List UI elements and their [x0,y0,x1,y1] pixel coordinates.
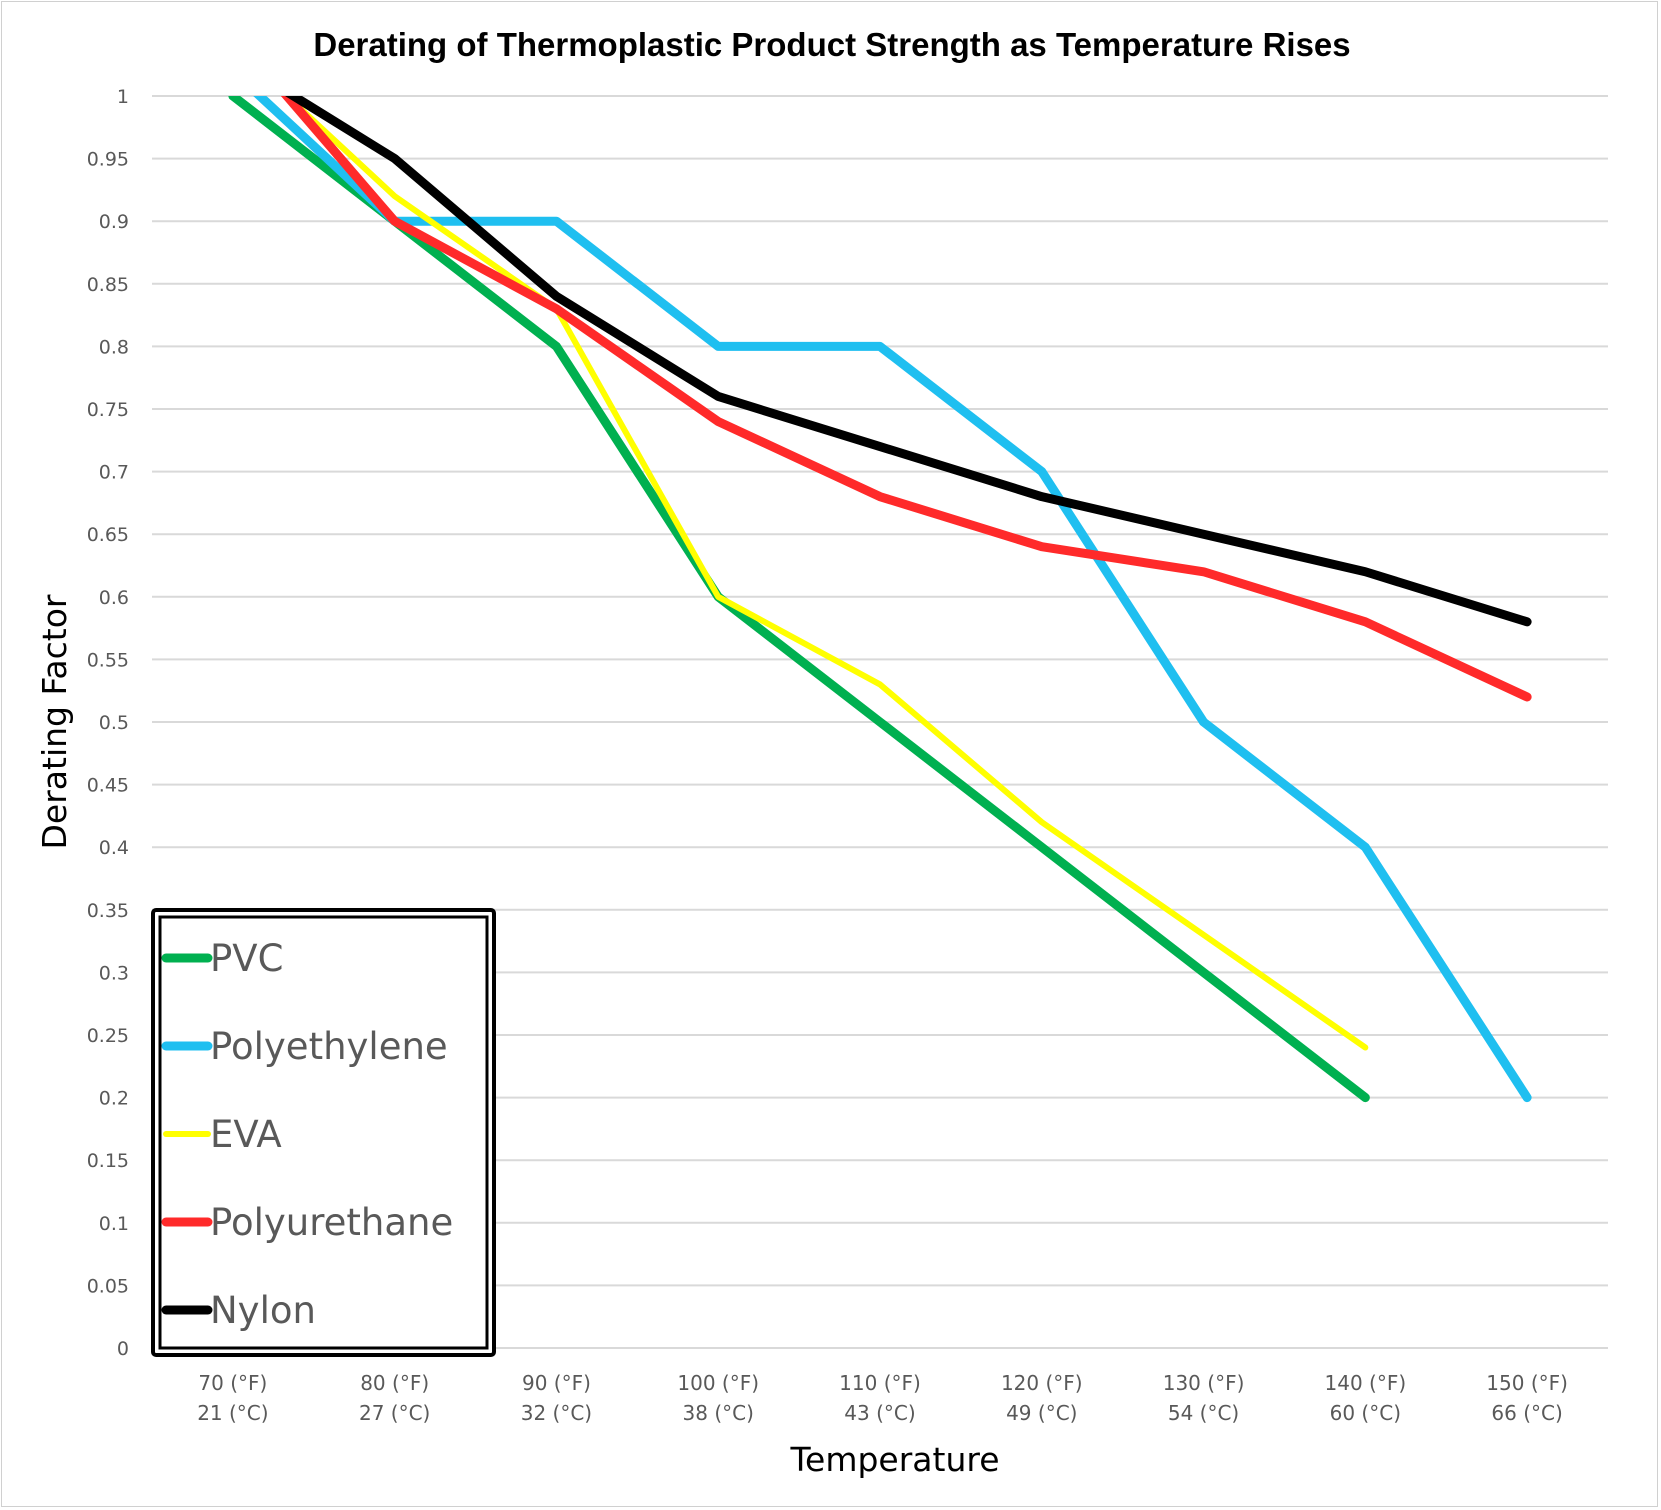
x-tick-label-fahrenheit: 80 (°F) [360,1371,429,1395]
x-axis-ticks: 70 (°F) 21 (°C) 80 (°F) 27 (°C) 90 (°F) 32 (°… [197,1371,1568,1425]
y-tick-label: 0.15 [87,1150,129,1172]
x-tick-label-celsius: 27 (°C) [359,1401,430,1425]
x-tick-label-fahrenheit: 120 (°F) [1001,1371,1083,1395]
x-tick-label-fahrenheit: 90 (°F) [522,1371,591,1395]
legend-label-pvc: PVC [210,937,283,980]
y-tick-label: 1 [117,86,129,108]
chart-title: Derating of Thermoplastic Product Streng… [313,26,1350,63]
y-tick-label: 0.1 [99,1213,129,1235]
y-tick-label: 0.75 [87,399,129,421]
x-tick-label-fahrenheit: 150 (°F) [1486,1371,1568,1395]
y-tick-label: 0.55 [87,649,129,671]
y-tick-label: 0.5 [99,712,129,734]
legend-outer-border [151,908,496,1357]
legend-label-polyurethane: Polyurethane [210,1201,453,1244]
legend: PVC Polyethylene EVA Polyurethane Nylon [151,908,496,1357]
y-tick-label: 0.2 [99,1088,129,1110]
legend-label-eva: EVA [210,1113,282,1156]
y-tick-label: 0 [117,1338,129,1360]
series-line-pvc [228,96,1370,1103]
x-tick-label-fahrenheit: 100 (°F) [677,1371,759,1395]
y-tick-label: 0.7 [99,462,129,484]
y-tick-label: 0.95 [87,149,129,171]
y-tick-label: 0.3 [99,962,129,984]
series-line-eva [282,96,1369,1051]
x-tick-label-celsius: 60 (°C) [1330,1401,1401,1425]
x-tick-label-fahrenheit: 130 (°F) [1163,1371,1245,1395]
x-tick-label-fahrenheit: 70 (°F) [198,1371,267,1395]
x-tick-label-celsius: 49 (°C) [1006,1401,1077,1425]
y-axis-title: Derating Factor [35,594,74,849]
x-tick-label-fahrenheit: 110 (°F) [839,1371,921,1395]
y-axis-ticks: 0 0.05 0.1 0.15 0.2 0.25 0.3 0.35 0.4 0.45 0.5 0.55… [87,86,129,1360]
y-tick-label: 0.65 [87,524,129,546]
x-tick-label-celsius: 54 (°C) [1168,1401,1239,1425]
y-tick-label: 0.45 [87,775,129,797]
y-tick-label: 0.8 [99,336,129,358]
y-tick-label: 0.35 [87,900,129,922]
series-lines [228,96,1532,1103]
y-tick-label: 0.85 [87,274,129,296]
y-tick-label: 0.4 [99,837,129,859]
x-tick-label-fahrenheit: 140 (°F) [1325,1371,1407,1395]
x-tick-label-celsius: 43 (°C) [844,1401,915,1425]
x-tick-label-celsius: 38 (°C) [683,1401,754,1425]
x-tick-label-celsius: 21 (°C) [197,1401,268,1425]
legend-inner-border [158,915,489,1350]
y-tick-label: 0.9 [99,211,129,233]
y-tick-label: 0.25 [87,1025,129,1047]
y-tick-label: 0.05 [87,1275,129,1297]
x-tick-label-celsius: 66 (°C) [1491,1401,1562,1425]
legend-label-polyethylene: Polyethylene [210,1025,448,1068]
x-tick-label-celsius: 32 (°C) [521,1401,592,1425]
y-tick-label: 0.6 [99,587,129,609]
series-line-nylon [285,96,1532,627]
legend-label-nylon: Nylon [210,1289,316,1332]
gridlines [152,95,1608,1349]
x-axis-title: Temperature [789,1440,999,1479]
